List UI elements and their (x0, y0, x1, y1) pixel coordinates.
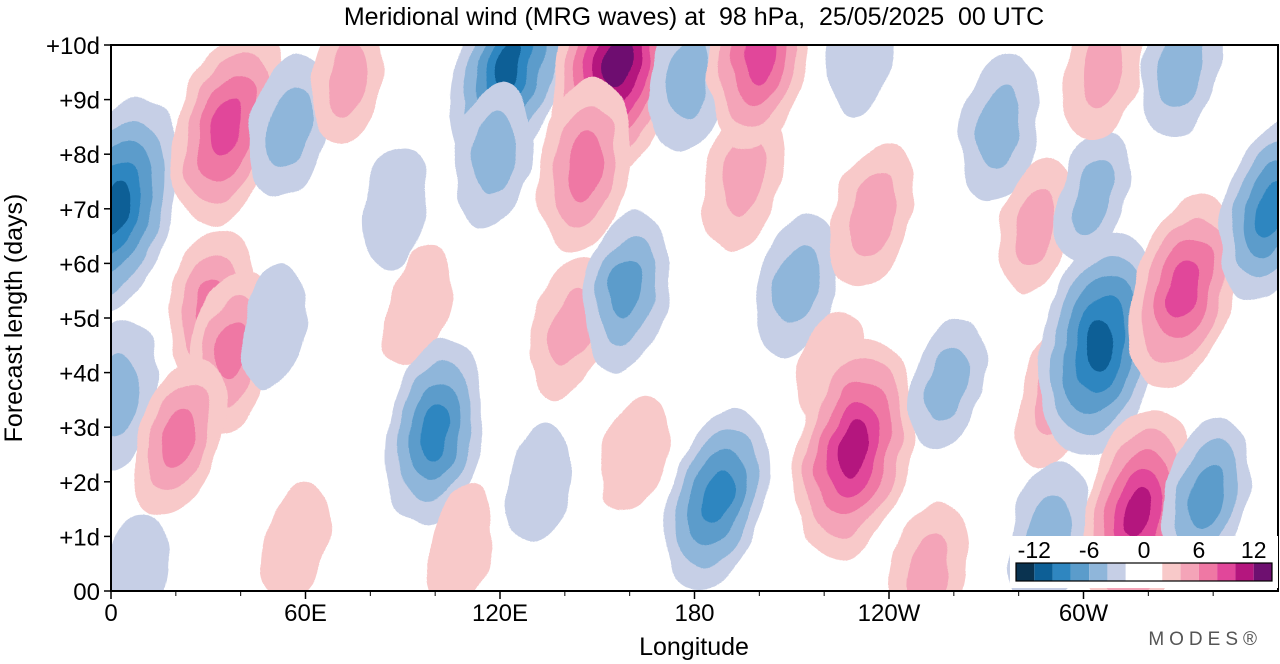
colorbar-swatch (1162, 563, 1181, 581)
y-tick-label: +4d (59, 361, 100, 388)
wind-field (111, 45, 1278, 591)
negative-wind-anomaly (826, 45, 893, 117)
positive-wind-anomaly (384, 247, 454, 367)
negative-wind-anomaly (1040, 233, 1160, 458)
negative-wind-anomaly (756, 212, 841, 358)
y-tick-label: +9d (59, 88, 100, 115)
y-tick-label: +10d (46, 33, 100, 60)
negative-wind-anomaly (909, 317, 986, 450)
negative-wind-anomaly (385, 339, 485, 526)
positive-wind-anomaly (793, 336, 914, 562)
y-tick-label: +7d (59, 197, 100, 224)
positive-wind-anomaly (598, 394, 668, 515)
colorbar-swatch (1198, 563, 1218, 581)
colorbar-swatch (1180, 563, 1199, 581)
positive-wind-anomaly (830, 141, 915, 287)
negative-wind-anomaly (648, 45, 728, 152)
negative-wind-anomaly (111, 320, 158, 469)
y-tick-label: +2d (59, 470, 100, 497)
x-tick-label: 0 (104, 600, 117, 627)
colorbar-swatch (1089, 563, 1108, 581)
colorbar-swatch (1052, 563, 1071, 581)
colorbar-swatch (1125, 563, 1163, 581)
x-axis: 0 60E 120E 180 120W 60W (104, 591, 1214, 627)
positive-wind-anomaly (260, 482, 331, 591)
colorbar-label: 0 (1138, 537, 1151, 563)
positive-wind-anomaly (428, 486, 495, 591)
negative-wind-anomaly (249, 53, 329, 201)
negative-wind-anomaly (1141, 45, 1221, 141)
colorbar-label: -6 (1079, 537, 1099, 563)
positive-wind-anomaly (998, 157, 1072, 293)
negative-wind-anomaly (111, 98, 178, 320)
negative-wind-anomaly (453, 80, 534, 228)
x-axis-label: Longitude (639, 633, 749, 661)
negative-wind-anomaly (664, 406, 770, 590)
y-tick-label: +8d (59, 142, 100, 169)
negative-wind-anomaly (583, 210, 670, 371)
negative-wind-anomaly (505, 420, 572, 543)
y-axis: 00 +1d +2d +3d +4d +5d +6d +7d +8d +9d +10d (46, 33, 111, 606)
positive-wind-anomaly (888, 500, 968, 591)
x-tick-label: 120W (858, 600, 921, 627)
x-tick-label: 180 (674, 600, 714, 627)
negative-wind-anomaly (111, 513, 170, 591)
positive-wind-anomaly (709, 45, 809, 149)
positive-wind-anomaly (537, 78, 631, 252)
y-tick-label: 00 (73, 579, 100, 606)
y-tick-label: +5d (59, 306, 100, 333)
negative-wind-anomaly (1218, 117, 1278, 301)
y-tick-label: +3d (59, 415, 100, 442)
colorbar-swatch (1253, 563, 1272, 581)
x-tick-label: 60W (1059, 600, 1109, 627)
colorbar-swatch (1107, 563, 1126, 581)
y-axis-label: Forecast length (days) (0, 194, 28, 443)
modes-logo: MODES® (1148, 629, 1262, 650)
chart-title: Meridional wind (MRG waves) at 98 hPa, 2… (344, 3, 1044, 31)
colorbar-swatch (1217, 563, 1236, 581)
colorbar-swatch (1070, 563, 1090, 581)
negative-wind-anomaly (959, 53, 1039, 201)
colorbar-swatch (1016, 563, 1035, 581)
colorbar: -12 -6 0 6 12 (1010, 536, 1278, 588)
colorbar-frame (1015, 562, 1273, 582)
colorbar-label: 12 (1241, 537, 1267, 563)
colorbar-swatch (1034, 563, 1053, 581)
negative-wind-anomaly (240, 268, 306, 390)
colorbar-label: 6 (1192, 537, 1205, 563)
colorbar-swatch (1235, 563, 1254, 581)
negative-wind-anomaly (363, 147, 430, 270)
colorbar-label: -12 (1018, 537, 1051, 563)
positive-wind-anomaly (1127, 193, 1241, 389)
y-tick-label: +1d (59, 524, 100, 551)
positive-wind-anomaly (1063, 45, 1143, 141)
negative-wind-anomaly (1054, 131, 1132, 264)
x-tick-label: 60E (284, 600, 327, 627)
y-tick-label: +6d (59, 251, 100, 278)
positive-wind-anomaly (311, 45, 384, 145)
positive-wind-anomaly (133, 359, 225, 517)
x-tick-label: 120E (472, 600, 528, 627)
